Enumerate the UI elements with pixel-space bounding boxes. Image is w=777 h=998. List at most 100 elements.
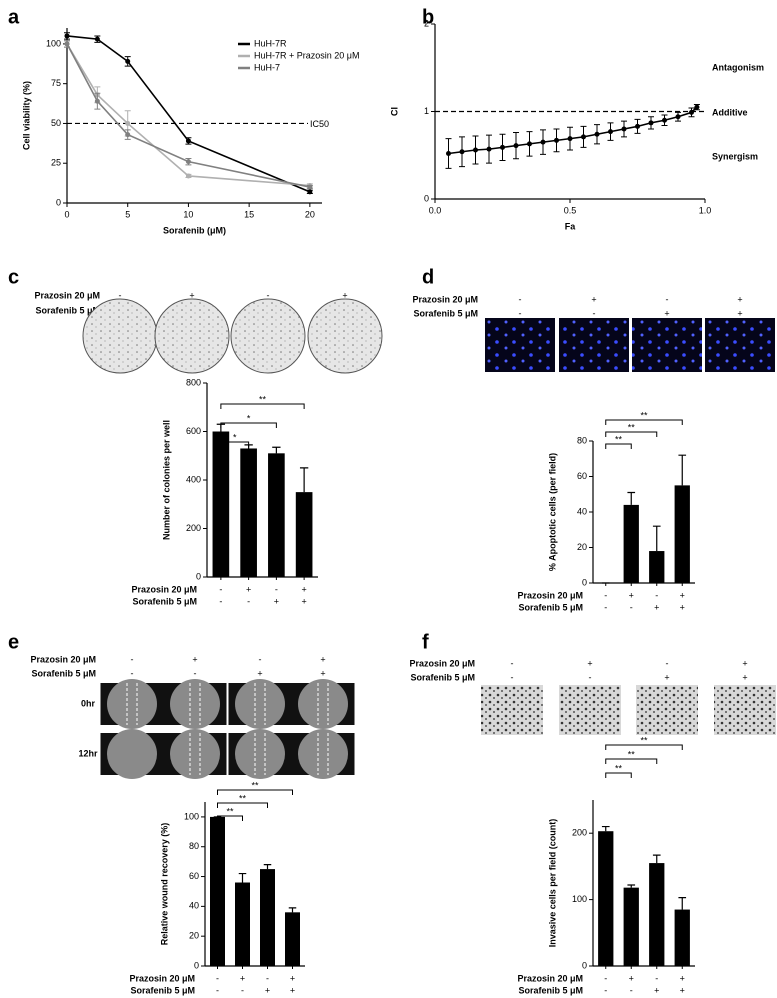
invasion-image [714,685,776,735]
x-axis-label: Fa [565,221,576,231]
data-point [689,109,694,115]
condition-sign: + [654,602,659,612]
significance-label: ** [628,422,636,432]
data-point [594,131,600,137]
significance-label: ** [640,410,648,420]
condition-sign: + [265,985,270,995]
condition-sign: - [119,290,122,300]
condition-sign: - [131,654,134,664]
condition-label: Prazosin 20 μM [412,294,478,304]
well-image [82,298,158,374]
data-point [486,146,492,152]
significance-bracket [220,422,277,428]
condition-label: Prazosin 20 μM [517,590,583,600]
error-bar [678,454,687,486]
y-tick-label: 20 [577,542,587,552]
significance-label: ** [628,749,636,759]
x-tick-label: 20 [305,209,315,219]
significance-bracket [605,419,683,425]
panel-letter: a [8,6,20,28]
error-bar [299,467,309,493]
invasion-image [481,685,543,735]
significance-bracket [217,802,268,808]
data-point [185,138,191,144]
condition-sign: - [604,602,607,612]
condition-label: Prazosin 20 μM [131,584,197,594]
y-axis-label: Cell viability (%) [21,81,31,150]
bar [623,887,639,966]
wound-well [170,729,220,779]
wound-well [298,679,348,729]
bar [240,448,257,577]
error-bar [652,854,661,864]
x-tick-label: 0.0 [429,205,442,215]
bar [598,831,614,966]
invasion-image [559,685,621,735]
x-tick-label: 5 [125,209,130,219]
condition-sign: - [247,596,250,606]
fluorescence-image [559,318,629,372]
significance-bracket [220,441,250,447]
y-tick-label: 0 [582,577,587,587]
y-tick-label: 0 [424,193,429,203]
series-line [448,106,698,155]
significance-bracket [217,815,243,821]
significance-bracket [605,744,683,750]
y-tick-label: 60 [577,471,587,481]
x-tick-label: 0 [64,209,69,219]
condition-sign: - [511,658,514,668]
y-tick-label: 60 [189,871,199,881]
y-tick-label: 75 [51,78,61,88]
bar [212,431,230,577]
condition-sign: - [604,590,607,600]
reference-label: IC50 [310,119,329,129]
y-tick-label: 40 [577,506,587,516]
condition-sign: + [680,985,685,995]
data-point [473,147,478,153]
error-bar [678,897,687,910]
condition-sign: + [737,294,742,304]
data-point [125,132,131,138]
condition-sign: - [241,985,244,995]
wound-well [170,679,220,729]
x-tick-label: 15 [244,209,254,219]
legend-label: HuH-7R + Prazosin 20 μM [254,50,359,60]
invasion-image [636,685,698,735]
condition-sign: + [742,672,747,682]
annotation: Synergism [712,151,758,161]
condition-label: Sorafenib 5 μM [518,985,583,995]
wound-well [235,729,285,779]
condition-sign: - [216,985,219,995]
significance-label: * [233,432,237,442]
condition-sign: + [290,985,295,995]
bar [235,882,250,966]
condition-sign: + [189,290,194,300]
condition-sign: - [511,672,514,682]
condition-sign: - [219,596,222,606]
legend-label: HuH-7R [254,38,287,48]
x-axis-label: Sorafenib (μM) [163,225,226,235]
error-bar [288,907,297,913]
data-point [125,58,131,64]
error-bar [601,825,610,832]
significance-bracket [605,431,658,437]
data-point [608,129,613,135]
condition-sign: - [589,672,592,682]
condition-sign: + [301,584,306,594]
condition-sign: + [680,602,685,612]
x-tick-label: 10 [183,209,193,219]
bar [674,909,690,966]
condition-sign: + [664,672,669,682]
condition-sign: - [604,985,607,995]
data-point [446,151,451,156]
y-tick-label: 0 [582,960,587,970]
data-point [635,123,640,129]
error-bar [272,446,281,454]
y-tick-label: 80 [189,841,199,851]
y-tick-label: 50 [51,118,61,128]
condition-sign: + [587,658,592,668]
significance-bracket [220,403,305,409]
bar [295,492,313,577]
condition-sign: - [604,973,607,983]
